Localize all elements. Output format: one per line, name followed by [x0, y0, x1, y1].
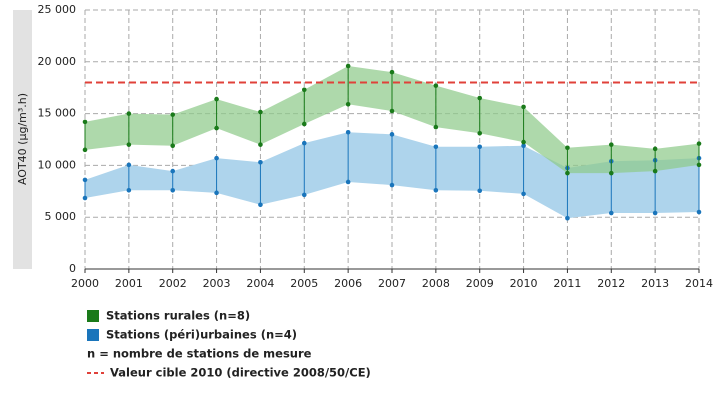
low-point: [82, 195, 88, 201]
x-tick-label: 2010: [510, 277, 538, 290]
high-point: [521, 143, 526, 149]
low-point: [258, 202, 263, 208]
legend-label: Valeur cible 2010 (directive 2008/50/CE): [110, 366, 371, 380]
high-point: [477, 95, 483, 101]
low-point: [389, 182, 395, 188]
high-point: [521, 104, 526, 110]
low-point: [389, 108, 395, 114]
high-point: [652, 146, 658, 152]
high-point: [214, 96, 219, 102]
x-tick-label: 2005: [290, 277, 318, 290]
x-tick-label: 2007: [378, 277, 406, 290]
low-point: [214, 125, 219, 131]
legend-note: n = nombre de stations de mesure: [87, 347, 312, 361]
low-point: [301, 121, 307, 127]
low-point: [565, 170, 570, 176]
low-point: [608, 210, 614, 216]
x-tick-label: 2009: [466, 277, 494, 290]
y-tick-label: 15 000: [38, 107, 77, 120]
low-point: [433, 124, 439, 130]
high-point: [433, 83, 439, 88]
low-point: [565, 215, 570, 221]
high-point: [126, 162, 132, 168]
high-point: [170, 168, 176, 174]
low-point: [345, 179, 351, 185]
high-point: [477, 144, 483, 150]
x-tick-label: 2004: [246, 277, 274, 290]
high-point: [565, 145, 570, 151]
low-point: [696, 209, 702, 215]
x-tick-label: 2012: [597, 277, 625, 290]
low-point: [477, 188, 483, 194]
low-point: [126, 142, 132, 147]
y-tick-label: 5 000: [45, 210, 77, 223]
high-point: [345, 129, 351, 135]
high-point: [301, 87, 307, 93]
x-tick-label: 2014: [685, 277, 713, 290]
y-axis-label: AOT40 (µg/m³.h): [16, 93, 29, 185]
high-point: [608, 142, 614, 147]
high-point: [126, 111, 132, 116]
legend-label: Stations rurales (n=8): [106, 309, 250, 323]
y-tick-label: 25 000: [38, 3, 77, 16]
high-point: [301, 140, 307, 146]
high-point: [214, 155, 219, 161]
low-point: [214, 190, 219, 196]
low-point: [521, 139, 526, 145]
legend-swatch: [87, 310, 99, 322]
high-point: [82, 119, 88, 125]
low-point: [433, 187, 439, 193]
x-tick-label: 2002: [159, 277, 187, 290]
low-point: [521, 191, 526, 197]
low-point: [652, 168, 658, 174]
high-point: [345, 63, 351, 69]
low-point: [345, 101, 351, 107]
low-point: [696, 162, 702, 168]
y-tick-label: 20 000: [38, 55, 77, 68]
x-tick-label: 2003: [203, 277, 231, 290]
y-tick-label: 0: [69, 262, 76, 275]
high-point: [433, 144, 439, 150]
low-point: [126, 187, 132, 193]
y-label-box: [13, 10, 32, 269]
range-area: [85, 65, 699, 174]
y-tick-label: 10 000: [38, 158, 77, 171]
high-point: [389, 132, 395, 137]
legend-swatch: [87, 329, 99, 341]
low-point: [170, 187, 176, 193]
high-point: [170, 112, 176, 117]
low-point: [652, 210, 658, 216]
x-tick-label: 2013: [641, 277, 669, 290]
x-tick-label: 2011: [553, 277, 581, 290]
x-tick-label: 2000: [71, 277, 99, 290]
low-point: [258, 142, 263, 147]
low-point: [170, 143, 176, 149]
low-point: [82, 147, 88, 153]
low-point: [301, 192, 307, 198]
low-point: [477, 130, 483, 136]
high-point: [82, 177, 88, 183]
low-point: [608, 170, 614, 176]
x-tick-label: 2001: [115, 277, 143, 290]
high-point: [389, 69, 395, 75]
x-tick-label: 2006: [334, 277, 362, 290]
high-point: [258, 109, 263, 115]
high-point: [258, 159, 263, 165]
legend-label: Stations (péri)urbaines (n=4): [106, 328, 297, 342]
x-tick-label: 2008: [422, 277, 450, 290]
high-point: [696, 141, 702, 146]
